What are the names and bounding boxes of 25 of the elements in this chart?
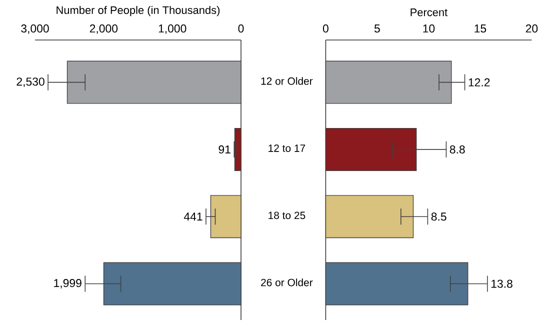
x-tick-label: 5 [374,24,380,33]
x-tick-label: 2,000 [90,24,118,34]
data-label: 91 [218,145,230,154]
y-tick-label: 12 or Older [261,77,313,85]
y-tick-label: 18 to 25 [268,212,306,220]
x-tick-label: 1,000 [158,24,186,34]
bar [234,128,242,171]
y-tick-label: 12 to 17 [268,144,306,152]
data-label: 12.2 [468,78,490,86]
data-label: 13.8 [491,280,512,288]
x-tick-label: 0 [322,24,328,33]
data-label: 2,530 [16,78,44,88]
y-tick-label: 26 or Older [261,278,313,286]
x-tick-label: 15 [474,24,486,33]
x-tick-label: 0 [238,24,244,33]
bar [210,195,242,238]
x-axis-title: Percent [410,8,448,16]
x-axis-title: Number of People (in Thousands) [56,6,220,16]
x-tick-label: 3,000 [21,24,49,34]
x-tick-label: 10 [423,24,435,33]
data-label: 8.5 [431,212,446,221]
data-label: 8.8 [450,145,465,154]
data-label: 1,999 [54,279,82,288]
data-label: 441 [184,212,202,221]
x-tick-label: 20 [526,24,538,33]
